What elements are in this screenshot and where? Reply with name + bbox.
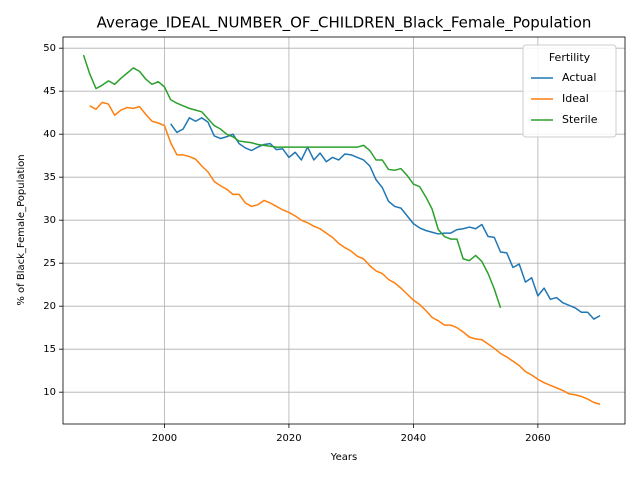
y-tick-label: 25: [43, 258, 56, 269]
chart-title: Average_IDEAL_NUMBER_OF_CHILDREN_Black_F…: [97, 14, 592, 33]
line-series: [82, 54, 502, 309]
y-axis-label: % of Black_Female_Population: [16, 154, 27, 305]
x-tick-label: 2040: [401, 433, 426, 444]
legend-label: Actual: [562, 71, 596, 84]
x-axis-label: Years: [330, 452, 357, 463]
line-series: [170, 117, 601, 320]
y-tick-label: 30: [43, 215, 56, 226]
y-tick-label: 45: [43, 86, 56, 97]
line-series: [89, 101, 601, 405]
y-tick-label: 50: [43, 43, 56, 54]
legend-label: Sterile: [562, 113, 598, 126]
legend-label: Ideal: [562, 92, 589, 105]
plot-frame: [62, 36, 626, 425]
y-tick-label: 15: [43, 344, 56, 355]
y-tick-label: 10: [43, 387, 56, 398]
legend-box: [522, 44, 617, 138]
x-tick-label: 2060: [525, 433, 550, 444]
y-tick-label: 35: [43, 172, 56, 183]
legend-title: Fertility: [549, 51, 591, 64]
y-tick-label: 20: [43, 301, 56, 312]
legend: Fertility Actual Ideal Sterile: [522, 44, 617, 138]
x-tick-label: 2020: [276, 433, 301, 444]
x-tick-label: 2000: [152, 433, 177, 444]
y-tick-label: 40: [43, 129, 56, 140]
